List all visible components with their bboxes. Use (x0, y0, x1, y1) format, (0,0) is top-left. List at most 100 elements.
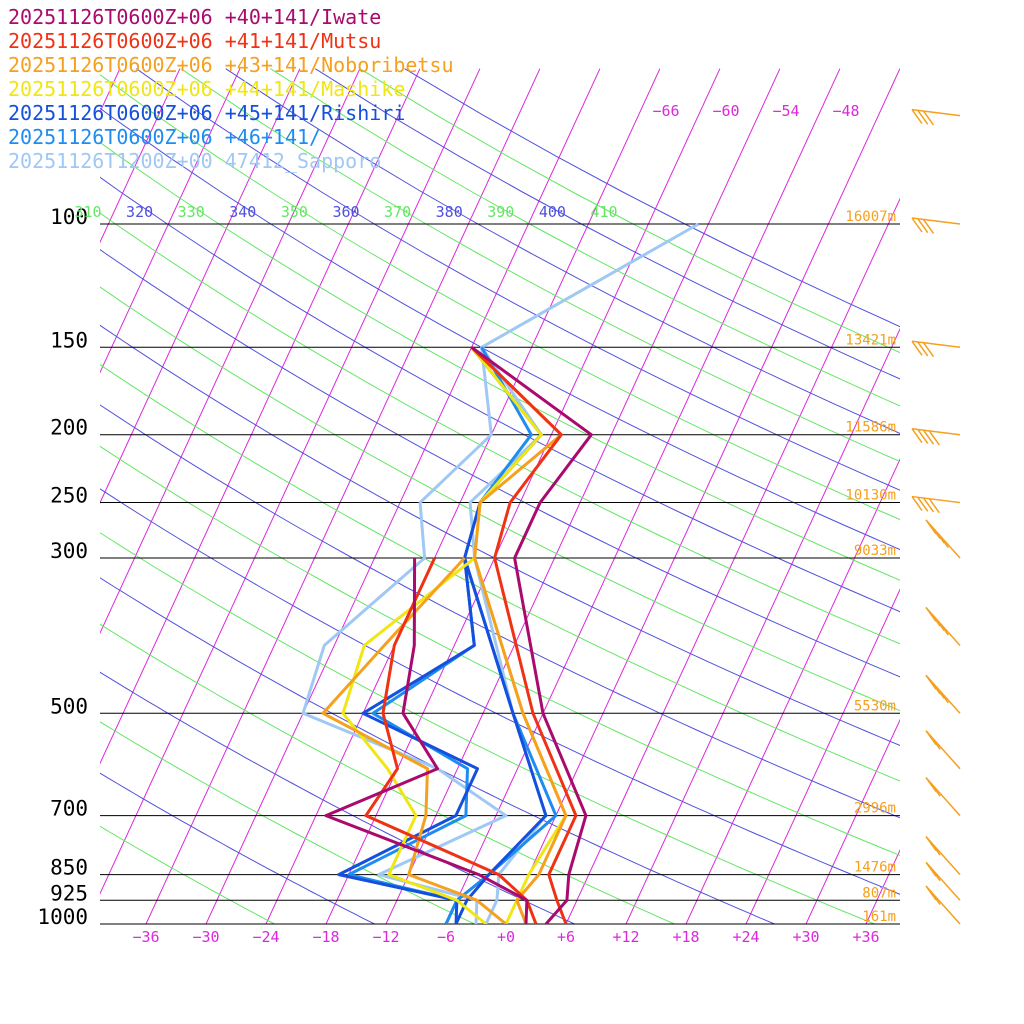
temperature-tick-label: −36 (132, 928, 159, 946)
upper-isotherm-label: −54 (772, 102, 799, 120)
dry-adiabat (100, 248, 900, 678)
height-label: 11586m (845, 420, 896, 436)
isotherm-line (100, 68, 481, 895)
sounding-traces (301, 222, 700, 924)
barb-feather (911, 496, 923, 511)
barb-staff (911, 340, 961, 349)
isotherm-line (926, 69, 1024, 924)
temperature-tick-label: −24 (252, 928, 279, 946)
isotherm-line (265, 68, 661, 924)
wind-barb (925, 861, 961, 901)
wind-barb (925, 777, 961, 817)
barb-feather (929, 866, 941, 882)
dry-adiabat (100, 141, 900, 581)
pressure-label: 100 (50, 205, 88, 229)
legend-entry: 20251126T0600Z+06 +45+141/Rishiri (8, 101, 405, 125)
dry-adiabat (100, 623, 676, 924)
height-label: 2996m (854, 801, 896, 817)
isotherm-line (100, 68, 361, 635)
legend-entry: 20251126T0600Z+06 +46+141/ (8, 125, 321, 149)
barb-feather (911, 217, 923, 233)
dry-adiabat (100, 212, 900, 645)
temperature-tick-label: +12 (612, 928, 639, 946)
barb-feather (917, 218, 929, 234)
pressure-label: 200 (50, 416, 88, 440)
pressure-label: 925 (50, 881, 88, 905)
barb-feather (911, 109, 923, 125)
dry-adiabat (100, 577, 776, 924)
barb-feather (911, 340, 923, 356)
dry-adiabat (100, 107, 900, 551)
pressure-label: 250 (50, 484, 88, 508)
wind-barbs (911, 108, 961, 925)
dry-adiabat (100, 404, 900, 819)
barb-feather (922, 342, 935, 358)
dewpoint-trace (324, 557, 529, 924)
legend-entry: 20251126T0600Z+06 +40+141/Iwate (8, 5, 381, 29)
barb-feather (937, 620, 949, 636)
isobar-lines (100, 223, 900, 925)
pressure-label: 850 (50, 856, 88, 880)
theta-label: 370 (384, 203, 411, 221)
height-label: 10130m (845, 488, 896, 504)
dewpoint-trace (337, 557, 479, 924)
wind-barb (911, 108, 961, 126)
theta-label: 310 (74, 203, 101, 221)
isotherm-line (986, 69, 1024, 924)
wind-barb (925, 606, 961, 646)
height-label: 13421m (845, 332, 896, 348)
axis-labels: 100 16007m 150 13421m 200 11586m 250 10130m 300 9… (37, 102, 896, 946)
legend-entry: 20251126T0600Z+06 +41+141/Mutsu (8, 29, 381, 53)
temperature-trace (470, 346, 578, 924)
wind-barb (925, 885, 961, 925)
isotherm-line (100, 68, 421, 765)
wind-barb (925, 674, 961, 714)
height-label: 807m (862, 885, 896, 901)
theta-label: 380 (436, 203, 463, 221)
temperature-trace (470, 346, 593, 924)
isotherm-line (445, 68, 841, 924)
theta-label: 320 (126, 203, 153, 221)
upper-isotherm-label: −66 (652, 102, 679, 120)
barb-staff (911, 108, 961, 117)
dry-adiabat (100, 825, 276, 924)
barb-feather (922, 429, 935, 445)
dewpoint-trace (341, 556, 487, 924)
dry-adiabat (136, 68, 900, 491)
barb-feather (917, 109, 929, 125)
theta-label: 410 (590, 203, 617, 221)
temperature-tick-label: +36 (852, 928, 879, 946)
isotherm-line (625, 327, 900, 924)
dry-adiabat (100, 671, 576, 924)
dry-adiabat (180, 68, 900, 463)
height-label: 1476m (854, 860, 896, 876)
isotherm-line (325, 68, 721, 924)
barb-feather (917, 341, 929, 357)
pressure-label: 500 (50, 694, 88, 718)
theta-label: 360 (332, 203, 359, 221)
isotherm-line (205, 68, 601, 924)
barb-feather (917, 429, 929, 444)
barb-feather (929, 734, 941, 750)
isotherm-line (100, 68, 241, 374)
barb-feather (928, 498, 940, 514)
wind-barb (925, 730, 961, 770)
pressure-label: 1000 (37, 905, 88, 929)
isotherm-line (100, 68, 181, 244)
theta-label: 350 (281, 203, 308, 221)
temperature-tick-label: −12 (372, 928, 399, 946)
theta-label: 340 (229, 203, 256, 221)
theta-label: 390 (487, 203, 514, 221)
barb-feather (928, 430, 940, 446)
dry-adiabat (100, 488, 900, 895)
barb-feather (911, 428, 923, 444)
pressure-label: 150 (50, 328, 88, 352)
dry-adiabat (100, 74, 900, 521)
barb-feather (922, 497, 935, 513)
height-label: 161m (862, 909, 896, 925)
barb-feather (929, 840, 941, 856)
barb-staff (911, 427, 961, 436)
isotherm-line (385, 68, 781, 924)
dry-adiabat (100, 364, 900, 782)
